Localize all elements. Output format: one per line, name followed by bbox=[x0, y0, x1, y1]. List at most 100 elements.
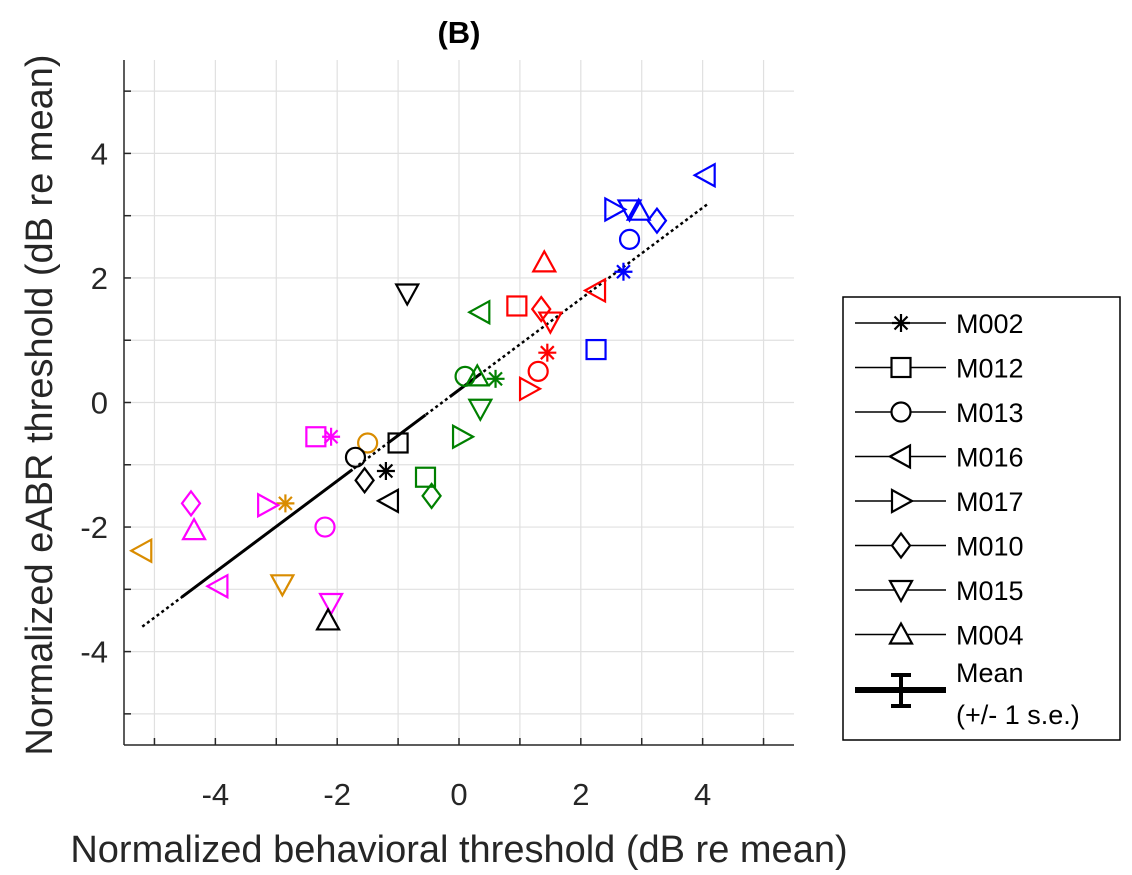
legend-label: M004 bbox=[956, 621, 1024, 651]
series-m010 bbox=[180, 206, 668, 518]
star-stroke bbox=[488, 371, 503, 387]
data-point bbox=[269, 574, 296, 598]
x-tick-label: 4 bbox=[694, 777, 711, 812]
legend-marker bbox=[892, 314, 910, 332]
star-stroke bbox=[323, 429, 339, 445]
data-point bbox=[205, 573, 229, 600]
data-point bbox=[585, 338, 607, 361]
y-tick-label: -4 bbox=[80, 635, 108, 670]
legend-entry-m015: M015 bbox=[855, 576, 1024, 606]
legend-marker bbox=[890, 531, 912, 560]
data-point bbox=[318, 592, 344, 617]
series-m002 bbox=[276, 262, 633, 513]
star-stroke bbox=[278, 496, 293, 511]
legend-label: M017 bbox=[956, 487, 1024, 517]
y-axis-label: Normalized eABR threshold (dB re mean) bbox=[19, 54, 61, 755]
fit-line-dotted bbox=[141, 202, 710, 628]
data-point bbox=[257, 492, 281, 519]
x-axis-label: Normalized behavioral threshold (dB re m… bbox=[70, 829, 847, 871]
data-point bbox=[531, 249, 558, 273]
legend-label: M010 bbox=[956, 532, 1024, 562]
chart-title: (B) bbox=[437, 15, 480, 50]
data-point bbox=[530, 295, 552, 323]
legend-marker bbox=[890, 401, 912, 423]
data-point bbox=[618, 228, 641, 250]
y-tick-label: -2 bbox=[80, 510, 108, 545]
series-m016 bbox=[128, 162, 716, 600]
star-stroke bbox=[893, 315, 909, 331]
legend-marker bbox=[887, 443, 912, 470]
data-point bbox=[464, 363, 491, 387]
legend-marker bbox=[888, 621, 914, 645]
series-m017 bbox=[257, 196, 628, 519]
series-m012 bbox=[305, 295, 607, 488]
star-stroke bbox=[378, 463, 394, 479]
legend-marker bbox=[888, 579, 914, 604]
star-stroke bbox=[540, 345, 555, 360]
data-point bbox=[646, 206, 668, 235]
x-tick-label: 2 bbox=[572, 777, 589, 812]
x-tick-label: -4 bbox=[202, 777, 230, 812]
legend-entry-m017: M017 bbox=[855, 487, 1024, 517]
y-tick-label: 4 bbox=[91, 136, 108, 171]
data-point bbox=[486, 369, 505, 388]
legend-mean-symbol bbox=[855, 673, 946, 708]
legend-label: M013 bbox=[956, 398, 1024, 428]
data-point bbox=[344, 446, 367, 468]
legend-entry-m016: M016 bbox=[855, 443, 1024, 473]
legend-mean-se-label: (+/- 1 s.e.) bbox=[956, 700, 1080, 730]
legend-label: M015 bbox=[956, 576, 1024, 606]
y-tick-label: 0 bbox=[91, 386, 108, 421]
data-point bbox=[538, 343, 557, 362]
data-point bbox=[604, 196, 628, 223]
legend-marker bbox=[890, 488, 915, 514]
data-point bbox=[451, 423, 476, 450]
data-point bbox=[128, 537, 153, 564]
data-point bbox=[518, 375, 543, 402]
legend: M002 M012 M013 M016 M017 M010 M015 M004 Mean (+… bbox=[842, 296, 1121, 741]
x-tick-label: -2 bbox=[323, 777, 351, 812]
legend-entries: M002 M012 M013 M016 M017 M010 M015 M004 bbox=[855, 309, 1024, 651]
legend-entry-m010: M010 bbox=[855, 532, 1024, 562]
data-point bbox=[421, 482, 442, 510]
data-point bbox=[414, 466, 437, 488]
data-point bbox=[181, 516, 207, 541]
data-point bbox=[314, 516, 336, 538]
fit-line-solid bbox=[180, 468, 354, 599]
data-point bbox=[625, 197, 652, 221]
fit-line-solid bbox=[388, 413, 427, 444]
data-point bbox=[614, 262, 633, 281]
x-tick-label: 0 bbox=[450, 777, 467, 812]
data-point bbox=[322, 427, 341, 446]
series-m004 bbox=[181, 197, 652, 631]
star-stroke bbox=[616, 264, 631, 279]
legend-label: M012 bbox=[956, 354, 1024, 384]
data-point bbox=[527, 360, 549, 382]
data-point bbox=[467, 299, 491, 326]
data-point bbox=[506, 295, 528, 317]
legend-mean-label: Mean bbox=[956, 658, 1024, 688]
data-point bbox=[582, 277, 607, 304]
data-point bbox=[616, 199, 643, 223]
legend-marker bbox=[890, 356, 912, 379]
legend-entry-m002: M002 bbox=[855, 309, 1024, 339]
data-point bbox=[394, 283, 421, 307]
data-point bbox=[315, 607, 341, 631]
data-point bbox=[467, 398, 494, 423]
data-point bbox=[305, 426, 327, 448]
data-point bbox=[376, 462, 395, 480]
grid-lines bbox=[124, 60, 794, 745]
data-point bbox=[537, 311, 564, 335]
legend-entry-m012: M012 bbox=[855, 354, 1024, 384]
y-tick-label: 2 bbox=[91, 261, 108, 296]
series-m015 bbox=[269, 199, 643, 617]
legend-entry-m004: M004 bbox=[855, 621, 1024, 651]
data-point bbox=[354, 466, 375, 495]
data-point bbox=[692, 162, 716, 189]
data-point bbox=[180, 489, 202, 518]
legend-label: M002 bbox=[956, 309, 1024, 339]
data-point bbox=[387, 432, 409, 454]
legend-box bbox=[842, 296, 1121, 741]
legend-label: M016 bbox=[956, 443, 1024, 473]
